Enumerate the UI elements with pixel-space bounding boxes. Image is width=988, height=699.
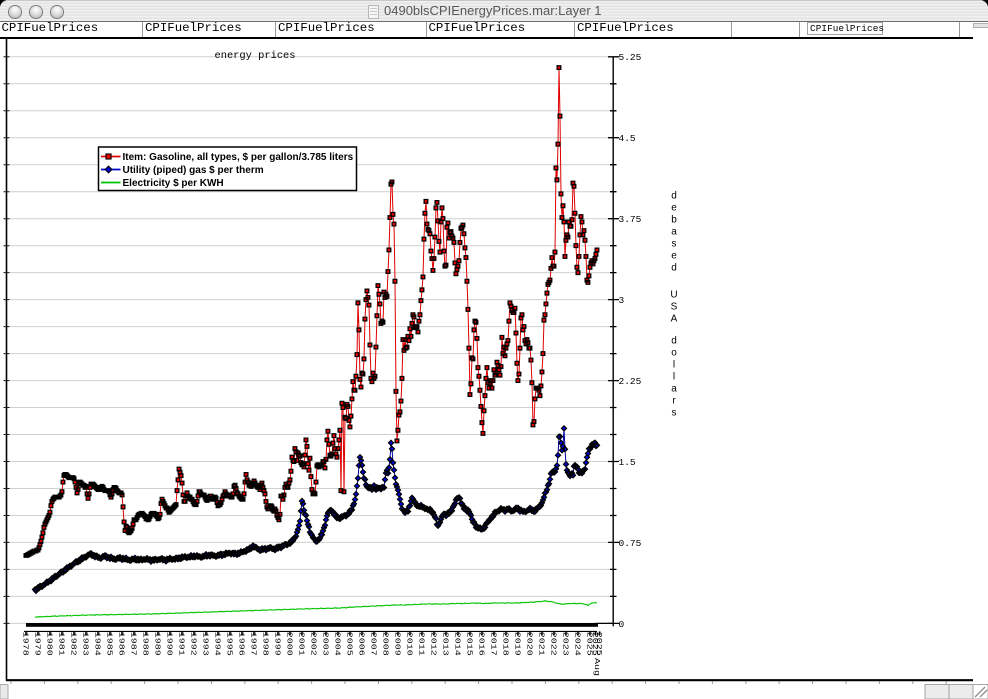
svg-text:2025: 2025 — [595, 632, 603, 656]
svg-text:1988: 1988 — [141, 632, 149, 656]
svg-text:b: b — [671, 215, 677, 226]
svg-text:U: U — [670, 290, 677, 301]
svg-text:5.25: 5.25 — [619, 52, 642, 63]
svg-text:1981: 1981 — [57, 632, 65, 656]
svg-text:d: d — [671, 263, 677, 274]
svg-text:d: d — [671, 336, 677, 347]
svg-text:2023: 2023 — [561, 632, 569, 656]
svg-text:2000: 2000 — [285, 632, 293, 656]
svg-text:Aug: Aug — [593, 658, 601, 676]
svg-text:2002: 2002 — [309, 632, 317, 656]
svg-text:2024: 2024 — [573, 632, 581, 656]
svg-text:1982: 1982 — [69, 632, 77, 656]
svg-text:l: l — [673, 360, 675, 371]
svg-text:d: d — [671, 191, 677, 202]
svg-text:1991: 1991 — [177, 632, 185, 656]
svg-text:1.5: 1.5 — [619, 457, 636, 468]
svg-text:o: o — [671, 348, 677, 359]
svg-text:2020: 2020 — [525, 632, 533, 656]
svg-text:1987: 1987 — [129, 632, 137, 656]
svg-text:2004: 2004 — [333, 632, 341, 656]
svg-text:1995: 1995 — [225, 632, 233, 656]
svg-text:s: s — [672, 239, 677, 250]
svg-text:2.25: 2.25 — [619, 376, 642, 387]
svg-text:2006: 2006 — [357, 632, 365, 656]
svg-text:1983: 1983 — [81, 632, 89, 656]
svg-text:Utility (piped) gas $ per ther: Utility (piped) gas $ per therm — [123, 165, 264, 176]
svg-text:1999: 1999 — [273, 632, 281, 656]
svg-text:a: a — [671, 384, 677, 395]
svg-text:r: r — [672, 396, 676, 407]
svg-text:Electricity $ per KWH: Electricity $ per KWH — [123, 178, 224, 189]
svg-text:energy prices: energy prices — [214, 50, 295, 62]
svg-text:2022: 2022 — [549, 632, 557, 656]
svg-text:2018: 2018 — [501, 632, 509, 656]
svg-text:0: 0 — [619, 619, 625, 630]
svg-text:0.75: 0.75 — [619, 538, 642, 549]
svg-text:1978: 1978 — [21, 632, 29, 656]
svg-text:1989: 1989 — [153, 632, 161, 656]
svg-text:1997: 1997 — [249, 632, 257, 656]
svg-text:2015: 2015 — [465, 632, 473, 656]
svg-text:2013: 2013 — [441, 632, 449, 656]
svg-text:S: S — [671, 302, 678, 313]
svg-text:2012: 2012 — [429, 632, 437, 656]
svg-text:2025: 2025 — [585, 632, 593, 656]
svg-text:1998: 1998 — [261, 632, 269, 656]
svg-text:1986: 1986 — [117, 632, 125, 656]
svg-text:2008: 2008 — [381, 632, 389, 656]
svg-text:2005: 2005 — [345, 632, 353, 656]
svg-text:a: a — [671, 227, 677, 238]
svg-text:1990: 1990 — [165, 632, 173, 656]
svg-text:1984: 1984 — [93, 632, 101, 656]
svg-text:Item: Gasoline, all types, $ p: Item: Gasoline, all types, $ per gallon/… — [123, 152, 354, 163]
svg-text:2009: 2009 — [393, 632, 401, 656]
svg-text:1993: 1993 — [201, 632, 209, 656]
svg-text:s: s — [672, 408, 677, 419]
svg-text:A: A — [671, 314, 678, 325]
svg-text:2011: 2011 — [417, 632, 425, 656]
svg-text:1979: 1979 — [33, 632, 41, 656]
svg-text:2021: 2021 — [537, 632, 545, 656]
svg-text:3.75: 3.75 — [619, 214, 642, 225]
svg-text:2010: 2010 — [405, 632, 413, 656]
svg-text:2019: 2019 — [513, 632, 521, 656]
svg-text:4.5: 4.5 — [619, 133, 636, 144]
svg-text:1985: 1985 — [105, 632, 113, 656]
svg-text:2025: 2025 — [591, 632, 599, 656]
svg-text:2014: 2014 — [453, 632, 461, 656]
svg-text:e: e — [671, 203, 677, 214]
svg-text:1994: 1994 — [213, 632, 221, 656]
svg-text:2007: 2007 — [369, 632, 377, 656]
svg-text:1996: 1996 — [237, 632, 245, 656]
svg-text:1992: 1992 — [189, 632, 197, 656]
svg-text:1980: 1980 — [45, 632, 53, 656]
svg-text:2016: 2016 — [477, 632, 485, 656]
svg-text:2017: 2017 — [489, 632, 497, 656]
svg-text:e: e — [671, 251, 677, 262]
svg-text:l: l — [673, 372, 675, 383]
svg-text:2001: 2001 — [297, 632, 305, 656]
svg-text:2003: 2003 — [321, 632, 329, 656]
svg-text:3: 3 — [619, 295, 625, 306]
